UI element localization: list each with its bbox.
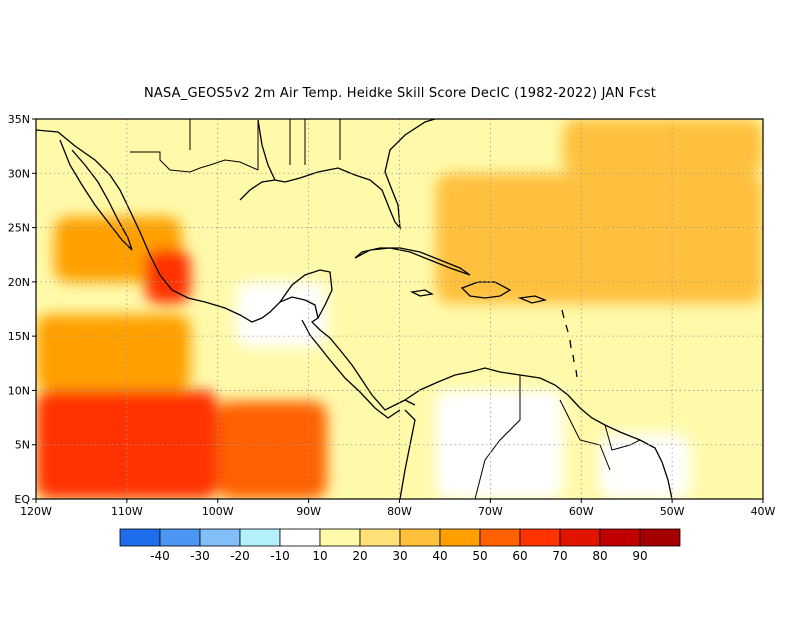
colorbar-swatch xyxy=(319,528,361,547)
colorbar-label: 70 xyxy=(552,549,567,563)
skill-region-6 xyxy=(435,173,763,304)
colorbar-swatch xyxy=(239,528,281,547)
lat-label: 25N xyxy=(8,222,30,235)
lon-label: 90W xyxy=(296,505,321,518)
lat-label: 15N xyxy=(8,330,30,343)
lat-label: 35N xyxy=(8,113,30,126)
colorbar-label: 60 xyxy=(512,549,527,563)
lon-label: 40W xyxy=(751,505,776,518)
lon-label: 70W xyxy=(478,505,503,518)
colorbar-label: 30 xyxy=(392,549,407,563)
colorbar-label: -10 xyxy=(270,549,290,563)
colorbar-label: 10 xyxy=(312,549,327,563)
skill-region-1 xyxy=(217,401,327,499)
colorbar-swatch xyxy=(479,528,521,547)
lon-label: 50W xyxy=(660,505,685,518)
colorbar-label: -30 xyxy=(190,549,210,563)
lon-label: 80W xyxy=(387,505,412,518)
skill-region-8 xyxy=(435,390,564,499)
colorbar xyxy=(119,528,681,547)
lat-label: 10N xyxy=(8,384,30,397)
colorbar-swatch xyxy=(519,528,561,547)
skill-region-9 xyxy=(599,433,691,499)
longitude-labels: 120W 110W 100W 90W 80W 70W 60W 50W 40W xyxy=(20,505,775,518)
colorbar-labels: -40 -30 -20 -10 10 20 30 40 50 60 70 80 90 xyxy=(150,549,647,563)
colorbar-label: 80 xyxy=(592,549,607,563)
skill-region-2 xyxy=(36,314,191,391)
colorbar-swatch xyxy=(199,528,241,547)
skill-region-7 xyxy=(563,119,763,174)
lon-label: 100W xyxy=(202,505,234,518)
axis-ticks xyxy=(32,118,764,503)
colorbar-swatch xyxy=(159,528,201,547)
colorbar-label: -20 xyxy=(230,549,250,563)
colorbar-label: 40 xyxy=(432,549,447,563)
lon-label: 120W xyxy=(20,505,52,518)
lon-label: 60W xyxy=(569,505,594,518)
colorbar-label: 20 xyxy=(352,549,367,563)
colorbar-swatch xyxy=(439,528,481,547)
colorbar-swatch xyxy=(559,528,601,547)
colorbar-label: 90 xyxy=(632,549,647,563)
colorbar-label: -40 xyxy=(150,549,170,563)
colorbar-swatch xyxy=(399,528,441,547)
colorbar-swatch xyxy=(279,528,321,547)
skill-region-4 xyxy=(145,249,191,304)
latitude-labels: 35N 30N 25N 20N 15N 10N 5N EQ xyxy=(8,113,31,506)
lat-label: 5N xyxy=(15,439,30,452)
skill-region-10 xyxy=(235,281,327,347)
colorbar-swatch xyxy=(359,528,401,547)
lat-label: 20N xyxy=(8,276,30,289)
grid-lines xyxy=(36,119,763,499)
colorbar-swatch xyxy=(119,528,161,547)
colorbar-swatch xyxy=(599,528,641,547)
colorbar-label: 50 xyxy=(472,549,487,563)
lat-label: 30N xyxy=(8,167,30,180)
colorbar-swatch xyxy=(639,528,681,547)
lon-label: 110W xyxy=(111,505,143,518)
lat-label: EQ xyxy=(14,493,30,506)
coastlines xyxy=(36,119,673,499)
chart-title: NASA_GEOS5v2 2m Air Temp. Heidke Skill S… xyxy=(143,86,657,101)
